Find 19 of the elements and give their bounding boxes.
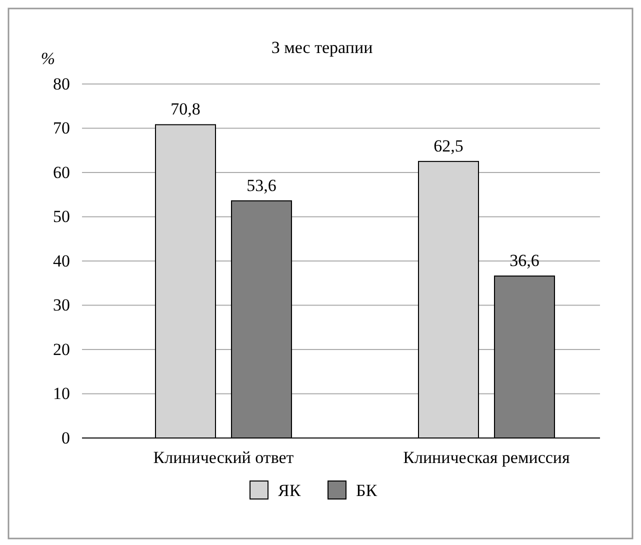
data-label: 36,6 bbox=[510, 251, 540, 270]
y-tick-label: 10 bbox=[53, 384, 70, 404]
y-tick-label: 0 bbox=[62, 428, 70, 448]
x-tick-label: Клинический ответ bbox=[153, 448, 294, 467]
chart-title: 3 мес терапии bbox=[271, 38, 373, 57]
y-tick-label: 60 bbox=[53, 162, 70, 182]
y-tick-label: 50 bbox=[53, 207, 70, 226]
data-label: 70,8 bbox=[170, 100, 200, 119]
y-tick-label: 30 bbox=[53, 296, 70, 315]
y-tick-label: 80 bbox=[53, 74, 70, 94]
y-tick-label: 20 bbox=[53, 340, 70, 359]
x-tick-label: Клиническая ремиссия bbox=[403, 448, 570, 467]
legend-label: БК bbox=[356, 481, 378, 500]
data-label: 62,5 bbox=[434, 136, 464, 156]
y-axis-title: % bbox=[40, 49, 56, 68]
y-tick-label: 70 bbox=[53, 118, 70, 138]
data-label: 53,6 bbox=[246, 176, 276, 195]
y-tick-label: 40 bbox=[53, 251, 70, 270]
legend-label: ЯК bbox=[278, 481, 302, 500]
